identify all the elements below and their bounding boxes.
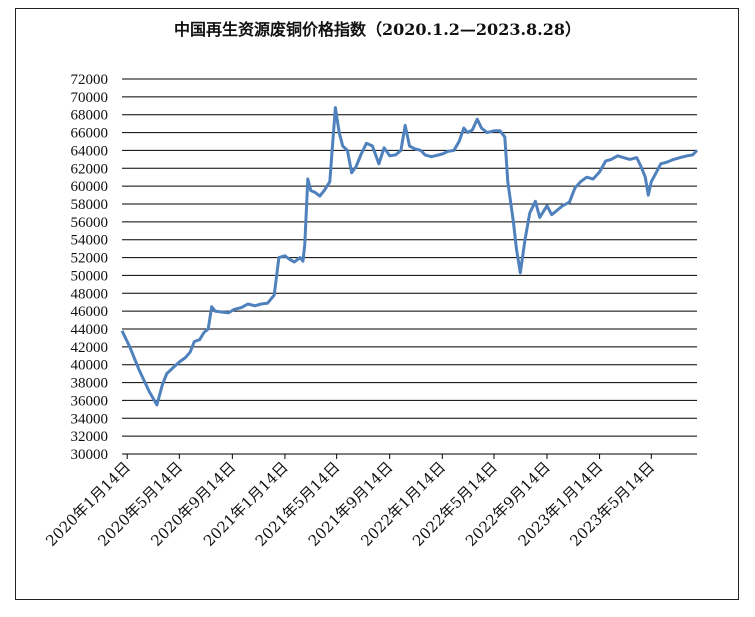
y-tick-label: 34000 xyxy=(71,411,109,427)
y-tick-label: 30000 xyxy=(71,447,109,463)
y-tick-label: 66000 xyxy=(71,126,109,142)
y-tick-label: 54000 xyxy=(71,233,109,249)
y-tick-label: 48000 xyxy=(71,286,109,302)
y-tick-label: 64000 xyxy=(71,143,109,159)
y-tick-label: 58000 xyxy=(71,197,109,213)
y-tick-label: 60000 xyxy=(71,179,109,195)
chart-frame xyxy=(15,8,739,600)
series-group xyxy=(120,106,699,407)
grid-lines xyxy=(122,78,697,455)
y-tick-label: 56000 xyxy=(71,215,109,231)
y-tick-label: 62000 xyxy=(71,161,109,177)
chart-title: 中国再生资源废铜价格指数（2020.1.2—2023.8.28） xyxy=(173,20,581,39)
y-tick-label: 44000 xyxy=(71,322,109,338)
y-tick-label: 36000 xyxy=(71,393,109,409)
y-tick-label: 42000 xyxy=(71,340,109,356)
series-line-0 xyxy=(120,106,699,407)
y-tick-label: 52000 xyxy=(71,251,109,267)
y-tick-label: 40000 xyxy=(71,358,109,374)
y-tick-label: 38000 xyxy=(71,376,109,392)
y-tick-label: 72000 xyxy=(71,72,109,88)
y-tick-label: 46000 xyxy=(71,304,109,320)
y-tick-label: 32000 xyxy=(71,429,109,445)
y-tick-label: 50000 xyxy=(71,268,109,284)
x-axis: 2020年1月14日2020年5月14日2020年9月14日2021年1月14日… xyxy=(42,454,658,550)
y-tick-label: 68000 xyxy=(71,108,109,124)
y-tick-label: 70000 xyxy=(71,90,109,106)
